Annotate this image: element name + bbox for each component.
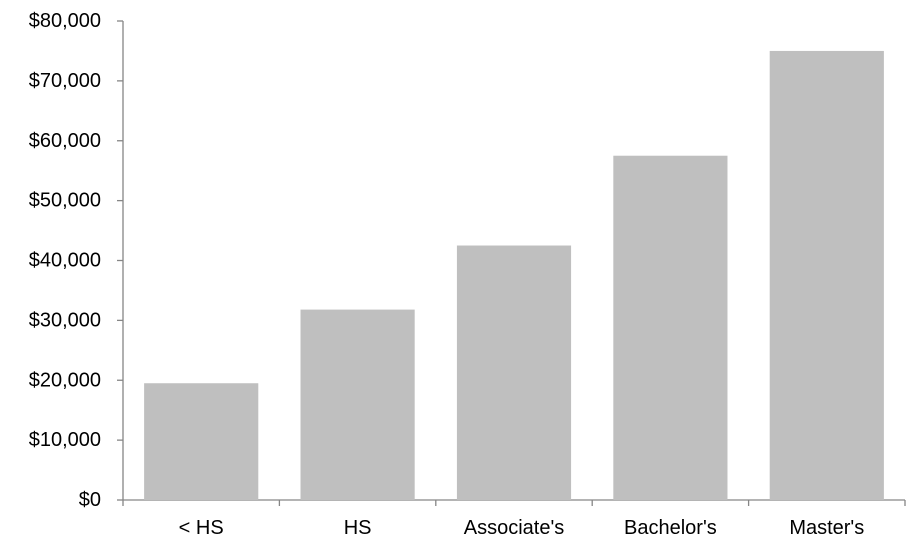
y-axis-tick-labels: $0 $10,000 $20,000 $30,000 $40,000 $50,000 $60… xyxy=(29,10,101,511)
y-axis-tick-label: $10,000 xyxy=(29,429,101,451)
y-axis-tick-label: $20,000 xyxy=(29,369,101,391)
bar xyxy=(456,245,572,500)
x-axis-category-label: Master's xyxy=(789,517,864,539)
x-axis-category-label: HS xyxy=(344,517,372,539)
y-axis-tick-label: $80,000 xyxy=(29,10,101,32)
y-axis-tick-label: $40,000 xyxy=(29,250,101,272)
x-axis-category-label: < HS xyxy=(179,517,224,539)
x-axis-category-label: Bachelor's xyxy=(624,517,717,539)
y-axis-tick-label: $50,000 xyxy=(29,190,101,212)
y-axis-tick-label: $70,000 xyxy=(29,70,101,92)
y-axis-tick-label: $30,000 xyxy=(29,309,101,331)
x-axis-category-labels: < HS HS Associate's Bachelor's Master's xyxy=(179,517,865,539)
x-axis-category-label: Associate's xyxy=(464,517,565,539)
y-axis-tick-label: $60,000 xyxy=(29,130,101,152)
chart-bars xyxy=(144,50,884,500)
bar xyxy=(613,155,728,500)
y-axis-tick-label: $0 xyxy=(79,489,101,511)
bar xyxy=(144,383,259,500)
bar xyxy=(300,309,415,500)
bar xyxy=(769,50,884,500)
